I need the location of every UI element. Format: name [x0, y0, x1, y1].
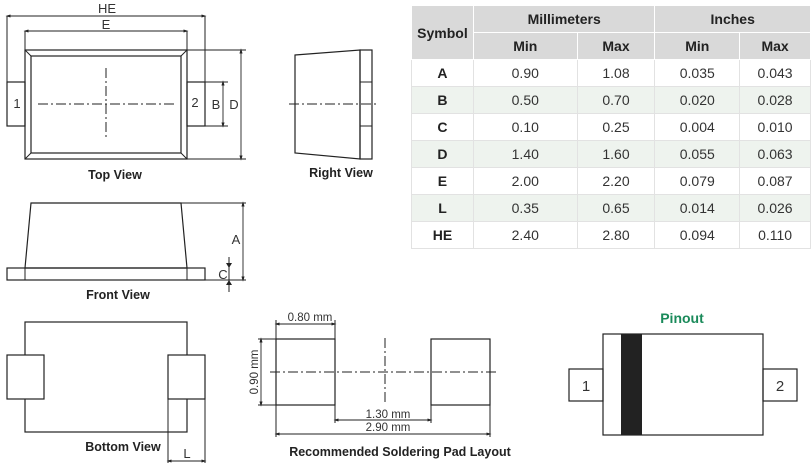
lead-1	[6, 81, 26, 127]
symbol-cell: HE	[411, 221, 474, 249]
value-cell: 0.079	[654, 167, 741, 195]
top-view: HE E 1 2 B D Top View	[5, 1, 246, 182]
symbol-cell: L	[411, 194, 474, 222]
mm-min-header: Min	[472, 32, 578, 60]
inches-header: Inches	[654, 5, 811, 33]
l-label: L	[183, 446, 190, 461]
top-view-caption: Top View	[88, 168, 142, 182]
lead-2	[186, 81, 206, 127]
front-view-caption: Front View	[86, 288, 150, 302]
table-row: L 0.35 0.65 0.014 0.026	[411, 194, 811, 222]
pinout-pin-1: 1	[582, 378, 590, 395]
in-max-header: Max	[739, 32, 811, 60]
table-row: B 0.50 0.70 0.020 0.028	[411, 86, 811, 114]
value-cell: 0.026	[739, 194, 811, 222]
value-cell: 1.08	[576, 59, 656, 87]
pad-width-label: 0.80 mm	[288, 312, 333, 324]
pinout-pin-2: 2	[776, 378, 784, 395]
value-cell: 2.20	[576, 167, 656, 195]
pin-2-label: 2	[191, 95, 198, 110]
symbol-cell: D	[411, 140, 474, 168]
value-cell: 0.90	[472, 59, 578, 87]
right-view: Right View	[289, 49, 378, 180]
mm-max-header: Max	[576, 32, 656, 60]
pad-layout-caption: Recommended Soldering Pad Layout	[289, 445, 511, 459]
d-label: D	[229, 97, 238, 112]
pad-height-label: 0.90 mm	[249, 350, 261, 395]
right-view-caption: Right View	[309, 166, 373, 180]
pinout-title: Pinout	[660, 310, 704, 326]
value-cell: 2.80	[576, 221, 656, 249]
a-label: A	[232, 232, 241, 247]
table-row: HE 2.40 2.80 0.094 0.110	[411, 221, 811, 249]
value-cell: 0.035	[654, 59, 741, 87]
value-cell: 1.60	[576, 140, 656, 168]
millimeters-header: Millimeters	[472, 5, 656, 33]
e-label: E	[102, 17, 111, 32]
b-label: B	[212, 97, 221, 112]
value-cell: 0.110	[739, 221, 811, 249]
in-min-header: Min	[654, 32, 741, 60]
total-label: 2.90 mm	[366, 422, 411, 434]
gap-label: 1.30 mm	[366, 409, 411, 421]
dimensions-table: Symbol Millimeters Inches Min Max Min Ma…	[411, 5, 811, 249]
value-cell: 0.50	[472, 86, 578, 114]
he-label: HE	[98, 1, 116, 16]
value-cell: 0.063	[739, 140, 811, 168]
value-cell: 0.055	[654, 140, 741, 168]
soldering-pad-layout: 0.80 mm 0.90 mm 1.30 mm 2.90 mm Recommen…	[249, 312, 512, 459]
table-row: A 0.90 1.08 0.035 0.043	[411, 59, 811, 87]
symbol-cell: A	[411, 59, 474, 87]
value-cell: 0.70	[576, 86, 656, 114]
value-cell: 0.25	[576, 113, 656, 141]
table-row: D 1.40 1.60 0.055 0.063	[411, 140, 811, 168]
pin-1-label: 1	[13, 96, 20, 111]
value-cell: 0.028	[739, 86, 811, 114]
value-cell: 0.10	[472, 113, 578, 141]
value-cell: 0.094	[654, 221, 741, 249]
pinout: Pinout 1 2	[568, 310, 798, 436]
value-cell: 0.014	[654, 194, 741, 222]
value-cell: 0.043	[739, 59, 811, 87]
value-cell: 2.00	[472, 167, 578, 195]
bottom-view-caption: Bottom View	[85, 440, 161, 454]
table-row: C 0.10 0.25 0.004 0.010	[411, 113, 811, 141]
symbol-cell: B	[411, 86, 474, 114]
symbol-cell: E	[411, 167, 474, 195]
cathode-band	[621, 334, 642, 435]
value-cell: 0.004	[654, 113, 741, 141]
value-cell: 0.087	[739, 167, 811, 195]
value-cell: 0.020	[654, 86, 741, 114]
front-view: A C Front View	[6, 201, 246, 302]
symbol-header: Symbol	[411, 5, 474, 60]
value-cell: 2.40	[472, 221, 578, 249]
value-cell: 0.65	[576, 194, 656, 222]
symbol-cell: C	[411, 113, 474, 141]
table-row: E 2.00 2.20 0.079 0.087	[411, 167, 811, 195]
c-label: C	[218, 267, 227, 282]
value-cell: 0.010	[739, 113, 811, 141]
value-cell: 0.35	[472, 194, 578, 222]
value-cell: 1.40	[472, 140, 578, 168]
bottom-view: L Bottom View	[6, 321, 207, 463]
